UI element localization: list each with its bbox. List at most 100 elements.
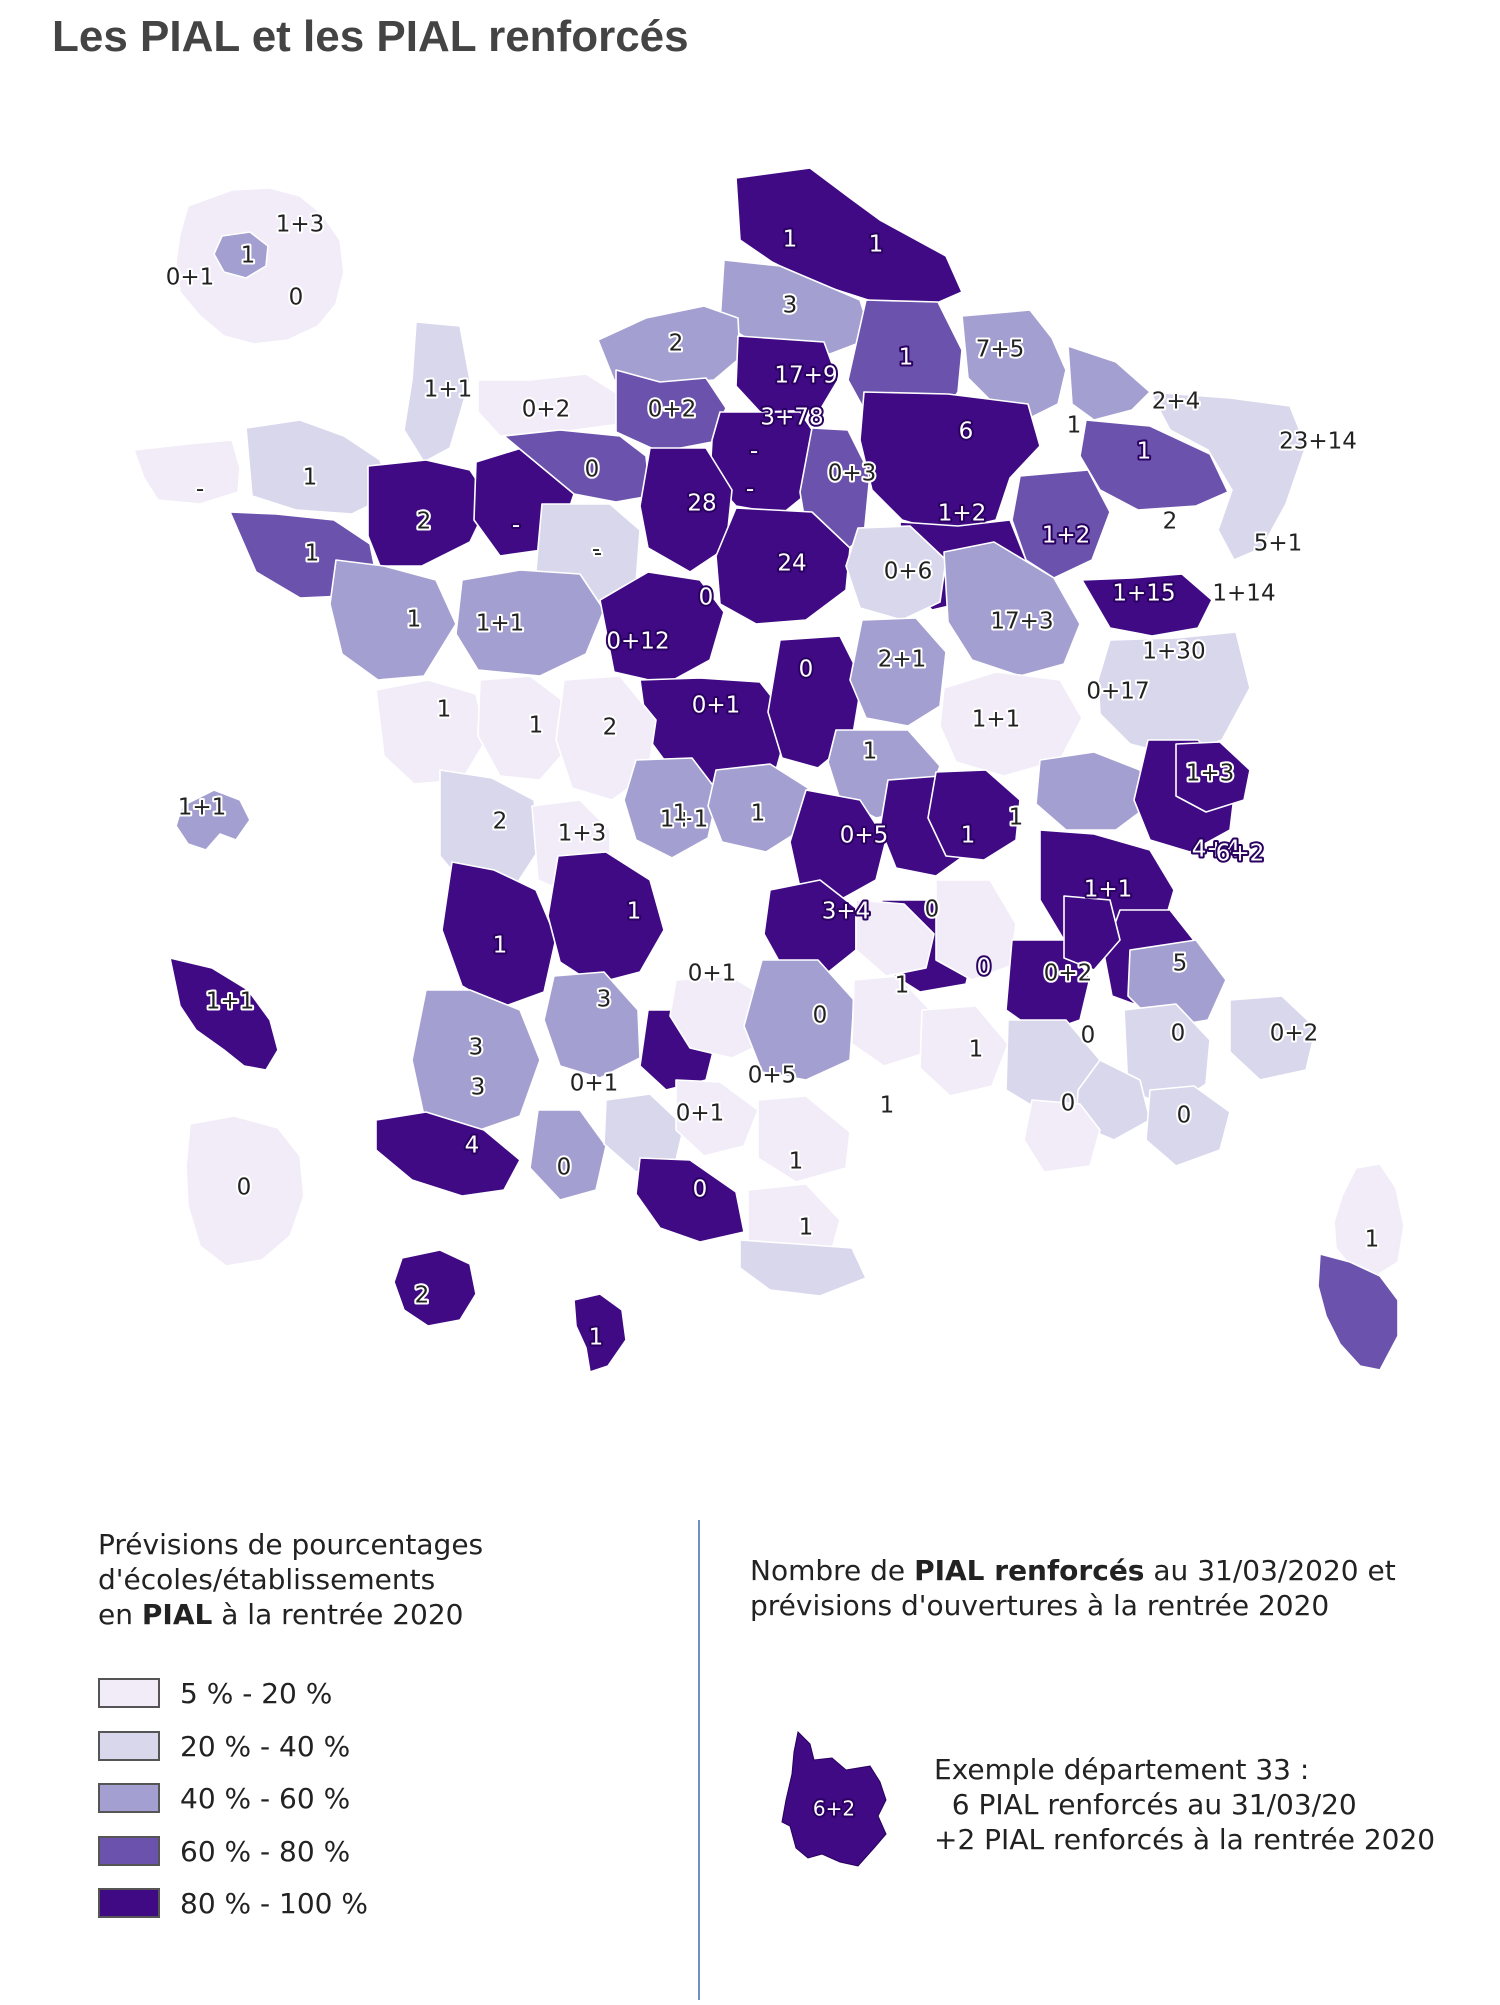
region-isere-south [1063, 895, 1121, 971]
department-label: 1 [529, 713, 544, 739]
department-label: 0+1 [676, 1101, 725, 1127]
legend-item-class-3: 40 % - 60 % [98, 1781, 350, 1815]
legend-title-line2: d'écoles/établissements [98, 1563, 436, 1596]
department-label: 1 [673, 801, 688, 827]
department-label: 1+1 [660, 807, 709, 833]
department-label: 0 [237, 1175, 252, 1201]
department-label: - [746, 477, 754, 503]
note-title-line1: Nombre de PIAL renforcés au 31/03/2020 e… [750, 1553, 1470, 1588]
note-line1-pre: Nombre de [750, 1554, 915, 1587]
department-label: 2 [493, 809, 508, 835]
department-label: 1 [1137, 439, 1152, 465]
department-label: 3 [597, 987, 612, 1013]
department-label: 23+14 [1279, 429, 1357, 455]
department-label: 1+1 [178, 795, 227, 821]
department-label: 3 [469, 1035, 484, 1061]
region-loire-atlantique [329, 559, 457, 681]
department-label: 0 [925, 897, 940, 923]
department-label: 1+1 [972, 707, 1021, 733]
department-label: 5 [1173, 951, 1188, 977]
region-yonne [845, 525, 947, 621]
department-label: 0+5 [840, 823, 889, 849]
region-alsace [1149, 391, 1307, 561]
department-label: 0 [1061, 1091, 1076, 1117]
department-label: 1 [969, 1037, 984, 1063]
department-label: - [592, 537, 600, 563]
department-label: 2 [415, 1283, 430, 1309]
department-label: 0 [1171, 1021, 1186, 1047]
example-department-label: 6+2 [813, 1797, 855, 1821]
department-label: 4+4 [1192, 837, 1241, 863]
department-label: 1 [899, 345, 914, 371]
department-label: 24 [777, 551, 806, 577]
department-label: 0 [1081, 1023, 1096, 1049]
region-loiret [715, 507, 851, 625]
department-label: 17+9 [774, 363, 837, 389]
department-label: 6 [959, 419, 974, 445]
region-aveyron [669, 975, 771, 1059]
region-meurthe [1011, 469, 1111, 579]
region-dordogne [547, 851, 665, 985]
region-pyr-orient [739, 1239, 867, 1297]
legend-label-class-4: 60 % - 80 % [180, 1834, 351, 1868]
department-label: 0+1 [692, 693, 741, 719]
department-label: - [750, 439, 758, 465]
department-label: 0 [699, 585, 714, 611]
legend-item-class-4: 60 % - 80 % [98, 1834, 350, 1868]
department-label: 1+2 [1042, 523, 1091, 549]
region-doubs-jura [1081, 573, 1213, 637]
department-label: 1 [751, 801, 766, 827]
department-label: 1 [863, 739, 878, 765]
region-pyrenees-atl [375, 1111, 521, 1197]
region-haute-vienne [623, 757, 719, 859]
department-label: 2 [669, 331, 684, 357]
region-landes [411, 989, 541, 1133]
region-ain [1035, 751, 1149, 831]
region-vendee [375, 679, 487, 785]
region-corse-nord [1333, 1163, 1405, 1277]
region-guyane [185, 1115, 305, 1267]
legend-label-class-1: 5 % - 20 % [180, 1676, 333, 1710]
department-label: 1 [1067, 413, 1082, 439]
region-herault [757, 1095, 851, 1183]
department-label: 0+2 [522, 397, 571, 423]
region-cote-dor [943, 541, 1081, 677]
department-label: 0 [693, 1177, 708, 1203]
legend-title: Prévisions de pourcentages d'écoles/étab… [98, 1527, 578, 1632]
legend-title-line3-post: à la rentrée 2020 [212, 1598, 464, 1631]
region-moselle [1067, 345, 1151, 421]
region-gers [529, 1109, 607, 1201]
department-label: 0 [557, 1155, 572, 1181]
legend-swatch-class-3 [98, 1783, 160, 1813]
department-label: 0+1 [688, 961, 737, 987]
department-label: 0+2 [1044, 961, 1093, 987]
department-label: 1 [589, 1325, 604, 1351]
region-bouches-rhone [1075, 1059, 1151, 1141]
department-label: 1 [1365, 1227, 1380, 1253]
department-label: - [512, 513, 520, 539]
region-haute-garonne [635, 1157, 745, 1243]
department-label: 1 [799, 1215, 814, 1241]
department-label: 5+1 [1254, 531, 1303, 557]
region-corse-sud [1317, 1253, 1399, 1371]
region-var [1145, 1085, 1231, 1167]
legend-title-line1: Prévisions de pourcentages [98, 1528, 484, 1561]
region-ardeche [855, 899, 935, 977]
example-department-shape [781, 1730, 887, 1867]
region-martinique [169, 957, 279, 1071]
department-label: 0+1 [166, 265, 215, 291]
region-haute-savoie [1175, 741, 1251, 813]
department-label: - [594, 541, 602, 567]
legend-divider [698, 1520, 700, 2000]
department-label: 1+1 [424, 377, 473, 403]
department-label: 1 [241, 243, 256, 269]
example-line1: Exemple département 33 : [934, 1753, 1310, 1786]
legend-title-line3-bold: PIAL [141, 1598, 213, 1631]
legend-swatch-class-5 [98, 1888, 160, 1918]
department-label: 2 [417, 509, 432, 535]
legend-item-class-2: 20 % - 40 % [98, 1729, 350, 1763]
note-title: Nombre de PIAL renforcés au 31/03/2020 e… [750, 1553, 1470, 1623]
department-label: - [196, 477, 204, 503]
department-label: 3 [783, 293, 798, 319]
department-label: 1+3 [558, 821, 607, 847]
